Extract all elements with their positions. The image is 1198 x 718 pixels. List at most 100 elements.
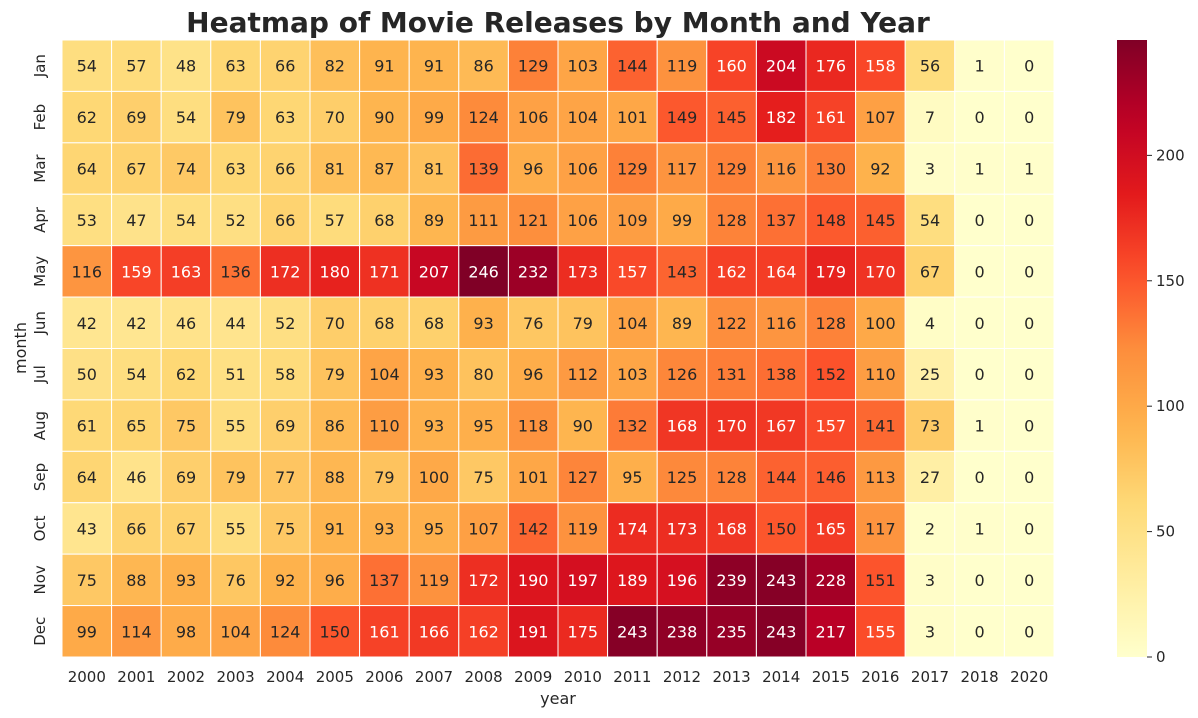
cell-value-label: 138 bbox=[766, 365, 797, 384]
cell-value-label: 77 bbox=[275, 468, 295, 487]
cell-value-label: 0 bbox=[1024, 314, 1034, 333]
heatmap-cell bbox=[607, 39, 658, 92]
cell-value-label: 121 bbox=[518, 211, 549, 230]
cell-value-label: 117 bbox=[865, 519, 896, 538]
heatmap-cell bbox=[607, 553, 658, 607]
cell-value-label: 69 bbox=[275, 417, 295, 436]
cell-value-label: 172 bbox=[270, 262, 301, 281]
heatmap-cell bbox=[408, 502, 460, 555]
heatmap-cell bbox=[61, 450, 113, 504]
cell-value-label: 79 bbox=[325, 365, 345, 384]
cell-value-label: 1 bbox=[1024, 160, 1034, 179]
heatmap-cell bbox=[359, 605, 410, 658]
cell-value-label: 99 bbox=[424, 108, 444, 127]
heatmap-cell bbox=[904, 348, 956, 401]
heatmap-cell bbox=[805, 296, 857, 350]
cell-value-label: 67 bbox=[920, 262, 940, 281]
heatmap-cell bbox=[309, 553, 361, 607]
heatmap-cell bbox=[210, 296, 261, 350]
cell-value-label: 99 bbox=[672, 211, 692, 230]
heatmap-cell bbox=[557, 502, 609, 555]
heatmap-cell bbox=[408, 245, 460, 298]
y-tick-label: Aug bbox=[31, 411, 49, 440]
cell-value-label: 69 bbox=[176, 468, 196, 487]
cell-value-label: 0 bbox=[1024, 417, 1034, 436]
cell-value-label: 191 bbox=[518, 622, 549, 641]
cell-value-label: 150 bbox=[320, 622, 351, 641]
heatmap-cell bbox=[259, 245, 311, 298]
cell-value-label: 145 bbox=[865, 211, 896, 230]
heatmap-cell bbox=[954, 348, 1005, 401]
y-tick-label: Oct bbox=[31, 515, 49, 541]
cell-value-label: 118 bbox=[518, 417, 549, 436]
heatmap-cell bbox=[805, 142, 857, 195]
x-tick-labels: 2000 2001 2002 2003 2004 2005 2006 2007 2008 2009… bbox=[68, 668, 1049, 686]
heatmap-cell bbox=[755, 193, 807, 247]
heatmap-cell bbox=[557, 399, 609, 452]
heatmap-cell bbox=[309, 39, 361, 92]
cell-value-label: 66 bbox=[275, 211, 295, 230]
x-tick-label: 2014 bbox=[762, 668, 800, 686]
cell-value-label: 79 bbox=[374, 468, 394, 487]
heatmap-cell bbox=[1003, 296, 1055, 350]
cell-value-label: 55 bbox=[225, 519, 245, 538]
cell-value-label: 92 bbox=[275, 571, 295, 590]
cell-value-label: 145 bbox=[716, 108, 747, 127]
cell-value-label: 0 bbox=[975, 365, 985, 384]
cell-value-label: 81 bbox=[424, 160, 444, 179]
heatmap-cell bbox=[458, 348, 509, 401]
cell-value-label: 46 bbox=[176, 314, 196, 333]
x-tick-label: 2004 bbox=[266, 668, 304, 686]
cell-value-label: 2 bbox=[925, 519, 935, 538]
cell-value-label: 238 bbox=[667, 622, 698, 641]
heatmap-cell bbox=[408, 348, 460, 401]
cell-value-label: 3 bbox=[925, 622, 935, 641]
heatmap-cell bbox=[755, 142, 807, 195]
cell-value-label: 129 bbox=[518, 57, 549, 76]
heatmap-cell bbox=[855, 193, 906, 247]
heatmap-cell bbox=[458, 399, 509, 452]
cell-value-label: 25 bbox=[920, 365, 940, 384]
cell-value-label: 56 bbox=[920, 57, 940, 76]
cell-value-label: 107 bbox=[468, 519, 499, 538]
cell-value-label: 79 bbox=[225, 108, 245, 127]
heatmap-cell bbox=[706, 193, 757, 247]
heatmap-cell bbox=[805, 605, 857, 658]
cell-value-label: 96 bbox=[523, 365, 543, 384]
cell-value-label: 1 bbox=[975, 417, 985, 436]
heatmap-cell bbox=[954, 502, 1005, 555]
heatmap-cell bbox=[1003, 193, 1055, 247]
cell-value-label: 80 bbox=[473, 365, 493, 384]
x-tick-label: 2012 bbox=[663, 668, 701, 686]
cell-value-label: 51 bbox=[225, 365, 245, 384]
cell-value-label: 42 bbox=[77, 314, 97, 333]
cell-value-label: 110 bbox=[865, 365, 896, 384]
cell-value-label: 131 bbox=[716, 365, 747, 384]
heatmap-cell bbox=[607, 193, 658, 247]
x-tick-label: 2017 bbox=[911, 668, 949, 686]
cell-value-label: 76 bbox=[523, 314, 543, 333]
colorbar-tick-label: 100 bbox=[1156, 397, 1185, 415]
cell-value-label: 79 bbox=[573, 314, 593, 333]
cell-value-label: 152 bbox=[816, 365, 847, 384]
heatmap-cell bbox=[656, 450, 708, 504]
cell-value-label: 137 bbox=[766, 211, 797, 230]
heatmap-cell bbox=[656, 193, 708, 247]
cell-value-label: 95 bbox=[622, 468, 642, 487]
x-tick-label: 2009 bbox=[514, 668, 552, 686]
cell-value-label: 246 bbox=[468, 262, 499, 281]
heatmap-cell bbox=[111, 399, 162, 452]
heatmap-cell bbox=[309, 605, 361, 658]
cell-value-label: 46 bbox=[126, 468, 146, 487]
cell-value-label: 159 bbox=[121, 262, 152, 281]
heatmap-cell bbox=[160, 502, 212, 555]
heatmap-cell bbox=[408, 399, 460, 452]
cell-value-label: 54 bbox=[126, 365, 146, 384]
cell-value-label: 64 bbox=[77, 160, 97, 179]
cell-value-label: 104 bbox=[617, 314, 648, 333]
heatmap-cell bbox=[1003, 348, 1055, 401]
cell-value-label: 54 bbox=[176, 211, 196, 230]
cell-value-label: 82 bbox=[325, 57, 345, 76]
cell-value-label: 162 bbox=[716, 262, 747, 281]
heatmap-cell bbox=[557, 90, 609, 144]
